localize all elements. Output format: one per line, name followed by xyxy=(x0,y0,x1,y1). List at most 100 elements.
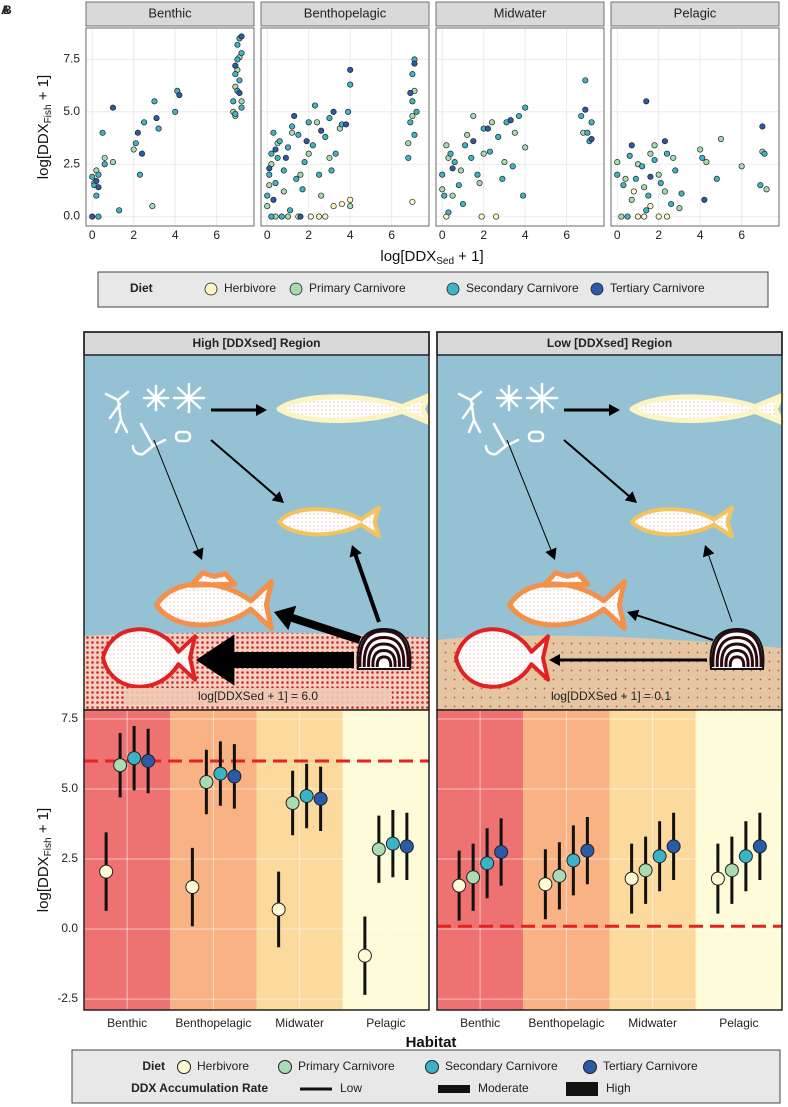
arrow xyxy=(274,605,362,644)
arrow xyxy=(549,654,707,666)
panel-label: B xyxy=(3,3,12,17)
label-backdrop xyxy=(124,688,392,705)
plot-area xyxy=(436,28,604,226)
y-tick-label: 7.5 xyxy=(63,52,80,66)
legend-swatch xyxy=(590,282,604,296)
data-point xyxy=(268,213,275,220)
data-point xyxy=(522,144,529,151)
data-point xyxy=(628,142,635,149)
legend-swatch xyxy=(289,282,303,296)
y-tick-label: 2.5 xyxy=(63,156,80,170)
data-point xyxy=(480,150,487,157)
legend-label: Primary Carnivore xyxy=(298,1059,395,1073)
data-point xyxy=(268,150,275,157)
data-point xyxy=(280,188,287,195)
data-point xyxy=(232,110,239,117)
data-point xyxy=(449,192,456,199)
data-point xyxy=(141,753,156,768)
data-point xyxy=(271,902,286,917)
data-point xyxy=(345,108,352,115)
data-point xyxy=(452,878,467,893)
plot-border xyxy=(436,709,783,1011)
data-point xyxy=(299,186,306,193)
legend-label: Primary Carnivore xyxy=(309,281,406,295)
data-point xyxy=(582,106,589,113)
data-point xyxy=(488,119,496,126)
sediment-label: log[DDXSed + 1] = 6.0 xyxy=(198,689,318,703)
data-point xyxy=(313,791,328,806)
data-point xyxy=(757,182,764,189)
y-tick-label: 7.5 xyxy=(61,711,78,725)
arrow xyxy=(702,545,733,623)
data-point xyxy=(293,175,300,182)
data-point xyxy=(291,112,298,120)
data-point xyxy=(495,133,502,141)
data-point xyxy=(326,115,333,122)
data-point xyxy=(647,150,654,157)
data-point xyxy=(459,200,467,208)
data-point xyxy=(318,127,325,134)
data-point xyxy=(738,163,745,170)
data-point xyxy=(95,171,102,178)
arrow xyxy=(153,439,204,560)
data-point xyxy=(478,213,485,220)
data-point xyxy=(645,192,652,199)
data-point xyxy=(109,159,117,166)
data-point xyxy=(632,175,639,182)
data-point xyxy=(413,108,420,115)
legend-label: Secondary Carnivore xyxy=(466,281,579,295)
legend-title: DDX Accumulation Rate xyxy=(131,1081,268,1095)
data-point xyxy=(266,182,273,189)
data-point xyxy=(509,163,516,170)
legend-label: Tertiary Carnivore xyxy=(610,281,705,295)
y-axis-title: log[DDXFish + 1] xyxy=(35,808,54,912)
data-point xyxy=(303,138,310,145)
clam-ridge xyxy=(371,648,397,668)
plot-border xyxy=(435,27,605,227)
data-point xyxy=(626,152,633,159)
data-point xyxy=(95,184,102,191)
plankton xyxy=(525,382,559,414)
data-point xyxy=(624,213,631,220)
data-point xyxy=(638,863,653,878)
data-point xyxy=(89,213,96,220)
data-point xyxy=(443,142,450,149)
data-point xyxy=(238,50,245,57)
legend-swatch xyxy=(278,1060,292,1074)
facet-strip xyxy=(85,1,255,27)
data-point xyxy=(655,171,662,178)
data-point xyxy=(520,192,527,199)
facet-title: Pelagic xyxy=(674,5,717,20)
clam-ridge xyxy=(711,629,763,668)
data-point xyxy=(280,167,287,174)
data-point xyxy=(236,89,243,97)
data-point xyxy=(622,175,629,182)
y-tick-label: -2.5 xyxy=(57,991,78,1005)
data-point xyxy=(399,839,414,854)
x-tick-label: 0 xyxy=(264,228,271,242)
data-point xyxy=(501,159,508,166)
data-point xyxy=(313,119,321,126)
data-point xyxy=(651,142,658,149)
data-point xyxy=(136,171,143,178)
data-point xyxy=(476,179,483,187)
data-point xyxy=(468,154,475,161)
x-tick-label: 6 xyxy=(213,228,220,242)
data-point xyxy=(552,868,567,883)
plankton xyxy=(457,390,483,434)
data-point xyxy=(457,167,464,174)
data-point xyxy=(661,188,668,195)
data-point xyxy=(295,131,302,138)
arrow xyxy=(211,404,267,416)
legend-label: Low xyxy=(340,1081,362,1095)
data-point xyxy=(297,171,304,178)
data-point xyxy=(703,159,710,166)
data-point xyxy=(643,207,650,214)
data-point xyxy=(305,150,312,157)
data-point xyxy=(347,203,354,210)
arrow xyxy=(627,609,714,641)
data-point xyxy=(663,150,671,157)
data-point xyxy=(238,98,245,105)
x-tick-label: 2 xyxy=(305,228,312,242)
arrow xyxy=(210,439,284,503)
